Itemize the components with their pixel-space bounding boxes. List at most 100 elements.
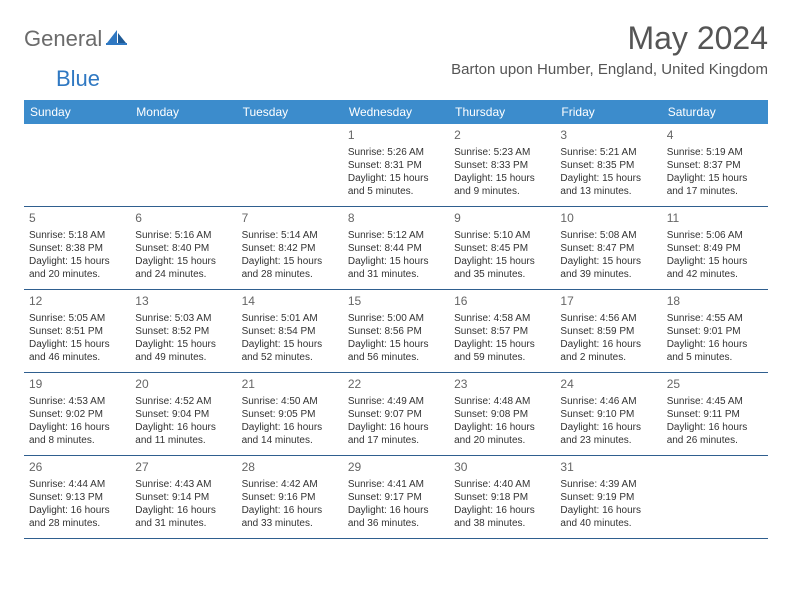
day-number: 3 xyxy=(560,128,656,144)
day-cell: 26Sunrise: 4:44 AMSunset: 9:13 PMDayligh… xyxy=(24,456,130,538)
day-cell: 14Sunrise: 5:01 AMSunset: 8:54 PMDayligh… xyxy=(237,290,343,372)
day-number: 29 xyxy=(348,460,444,476)
dow-cell: Saturday xyxy=(662,100,768,124)
day-cell: 16Sunrise: 4:58 AMSunset: 8:57 PMDayligh… xyxy=(449,290,555,372)
sunset-line: Sunset: 9:14 PM xyxy=(135,491,231,504)
day-cell: 20Sunrise: 4:52 AMSunset: 9:04 PMDayligh… xyxy=(130,373,236,455)
sunrise-line: Sunrise: 4:48 AM xyxy=(454,395,550,408)
day-cell: 9Sunrise: 5:10 AMSunset: 8:45 PMDaylight… xyxy=(449,207,555,289)
sunset-line: Sunset: 9:07 PM xyxy=(348,408,444,421)
sunrise-line: Sunrise: 4:52 AM xyxy=(135,395,231,408)
sunset-line: Sunset: 8:35 PM xyxy=(560,159,656,172)
sunrise-line: Sunrise: 4:40 AM xyxy=(454,478,550,491)
weeks-container: 1Sunrise: 5:26 AMSunset: 8:31 PMDaylight… xyxy=(24,124,768,539)
day-cell: 22Sunrise: 4:49 AMSunset: 9:07 PMDayligh… xyxy=(343,373,449,455)
week-row: 5Sunrise: 5:18 AMSunset: 8:38 PMDaylight… xyxy=(24,207,768,290)
daylight-line: Daylight: 16 hours and 8 minutes. xyxy=(29,421,125,447)
day-cell: 29Sunrise: 4:41 AMSunset: 9:17 PMDayligh… xyxy=(343,456,449,538)
day-number: 21 xyxy=(242,377,338,393)
day-number: 7 xyxy=(242,211,338,227)
sunrise-line: Sunrise: 4:39 AM xyxy=(560,478,656,491)
logo-sail-icon xyxy=(106,28,128,51)
dow-cell: Friday xyxy=(555,100,661,124)
daylight-line: Daylight: 16 hours and 28 minutes. xyxy=(29,504,125,530)
day-number: 30 xyxy=(454,460,550,476)
sunset-line: Sunset: 8:54 PM xyxy=(242,325,338,338)
day-cell xyxy=(237,124,343,206)
sunrise-line: Sunrise: 5:05 AM xyxy=(29,312,125,325)
daylight-line: Daylight: 16 hours and 20 minutes. xyxy=(454,421,550,447)
daylight-line: Daylight: 15 hours and 17 minutes. xyxy=(667,172,763,198)
dow-cell: Tuesday xyxy=(237,100,343,124)
day-cell xyxy=(662,456,768,538)
sunrise-line: Sunrise: 4:55 AM xyxy=(667,312,763,325)
day-cell: 27Sunrise: 4:43 AMSunset: 9:14 PMDayligh… xyxy=(130,456,236,538)
sunrise-line: Sunrise: 4:46 AM xyxy=(560,395,656,408)
sunrise-line: Sunrise: 4:41 AM xyxy=(348,478,444,491)
dow-cell: Sunday xyxy=(24,100,130,124)
day-cell: 30Sunrise: 4:40 AMSunset: 9:18 PMDayligh… xyxy=(449,456,555,538)
logo: General xyxy=(24,20,130,52)
daylight-line: Daylight: 15 hours and 31 minutes. xyxy=(348,255,444,281)
sunrise-line: Sunrise: 5:06 AM xyxy=(667,229,763,242)
calendar: SundayMondayTuesdayWednesdayThursdayFrid… xyxy=(24,100,768,539)
day-number: 2 xyxy=(454,128,550,144)
day-number: 31 xyxy=(560,460,656,476)
daylight-line: Daylight: 15 hours and 35 minutes. xyxy=(454,255,550,281)
day-number: 27 xyxy=(135,460,231,476)
daylight-line: Daylight: 15 hours and 39 minutes. xyxy=(560,255,656,281)
daylight-line: Daylight: 15 hours and 28 minutes. xyxy=(242,255,338,281)
sunrise-line: Sunrise: 5:19 AM xyxy=(667,146,763,159)
sunset-line: Sunset: 9:10 PM xyxy=(560,408,656,421)
sunset-line: Sunset: 8:38 PM xyxy=(29,242,125,255)
dow-cell: Monday xyxy=(130,100,236,124)
sunrise-line: Sunrise: 5:23 AM xyxy=(454,146,550,159)
daylight-line: Daylight: 16 hours and 26 minutes. xyxy=(667,421,763,447)
day-cell: 17Sunrise: 4:56 AMSunset: 8:59 PMDayligh… xyxy=(555,290,661,372)
sunset-line: Sunset: 9:04 PM xyxy=(135,408,231,421)
day-number: 24 xyxy=(560,377,656,393)
sunrise-line: Sunrise: 5:21 AM xyxy=(560,146,656,159)
sunset-line: Sunset: 8:57 PM xyxy=(454,325,550,338)
week-row: 26Sunrise: 4:44 AMSunset: 9:13 PMDayligh… xyxy=(24,456,768,539)
day-cell: 21Sunrise: 4:50 AMSunset: 9:05 PMDayligh… xyxy=(237,373,343,455)
daylight-line: Daylight: 15 hours and 20 minutes. xyxy=(29,255,125,281)
day-cell: 12Sunrise: 5:05 AMSunset: 8:51 PMDayligh… xyxy=(24,290,130,372)
day-number: 13 xyxy=(135,294,231,310)
sunrise-line: Sunrise: 5:12 AM xyxy=(348,229,444,242)
day-cell: 4Sunrise: 5:19 AMSunset: 8:37 PMDaylight… xyxy=(662,124,768,206)
sunset-line: Sunset: 8:45 PM xyxy=(454,242,550,255)
day-number: 23 xyxy=(454,377,550,393)
day-cell: 24Sunrise: 4:46 AMSunset: 9:10 PMDayligh… xyxy=(555,373,661,455)
daylight-line: Daylight: 16 hours and 5 minutes. xyxy=(667,338,763,364)
sunrise-line: Sunrise: 5:00 AM xyxy=(348,312,444,325)
day-number: 25 xyxy=(667,377,763,393)
sunrise-line: Sunrise: 4:58 AM xyxy=(454,312,550,325)
day-cell: 3Sunrise: 5:21 AMSunset: 8:35 PMDaylight… xyxy=(555,124,661,206)
day-number: 14 xyxy=(242,294,338,310)
sunset-line: Sunset: 8:49 PM xyxy=(667,242,763,255)
day-cell: 31Sunrise: 4:39 AMSunset: 9:19 PMDayligh… xyxy=(555,456,661,538)
daylight-line: Daylight: 15 hours and 5 minutes. xyxy=(348,172,444,198)
day-number: 16 xyxy=(454,294,550,310)
day-number: 17 xyxy=(560,294,656,310)
dow-cell: Wednesday xyxy=(343,100,449,124)
day-cell: 7Sunrise: 5:14 AMSunset: 8:42 PMDaylight… xyxy=(237,207,343,289)
sunrise-line: Sunrise: 5:16 AM xyxy=(135,229,231,242)
daylight-line: Daylight: 16 hours and 33 minutes. xyxy=(242,504,338,530)
day-cell: 15Sunrise: 5:00 AMSunset: 8:56 PMDayligh… xyxy=(343,290,449,372)
day-cell: 6Sunrise: 5:16 AMSunset: 8:40 PMDaylight… xyxy=(130,207,236,289)
sunrise-line: Sunrise: 4:56 AM xyxy=(560,312,656,325)
week-row: 1Sunrise: 5:26 AMSunset: 8:31 PMDaylight… xyxy=(24,124,768,207)
daylight-line: Daylight: 16 hours and 38 minutes. xyxy=(454,504,550,530)
sunrise-line: Sunrise: 4:42 AM xyxy=(242,478,338,491)
sunrise-line: Sunrise: 4:43 AM xyxy=(135,478,231,491)
sunset-line: Sunset: 9:11 PM xyxy=(667,408,763,421)
day-number: 15 xyxy=(348,294,444,310)
dow-cell: Thursday xyxy=(449,100,555,124)
day-number: 26 xyxy=(29,460,125,476)
sunset-line: Sunset: 8:52 PM xyxy=(135,325,231,338)
sunrise-line: Sunrise: 5:14 AM xyxy=(242,229,338,242)
sunrise-line: Sunrise: 5:08 AM xyxy=(560,229,656,242)
sunset-line: Sunset: 8:31 PM xyxy=(348,159,444,172)
